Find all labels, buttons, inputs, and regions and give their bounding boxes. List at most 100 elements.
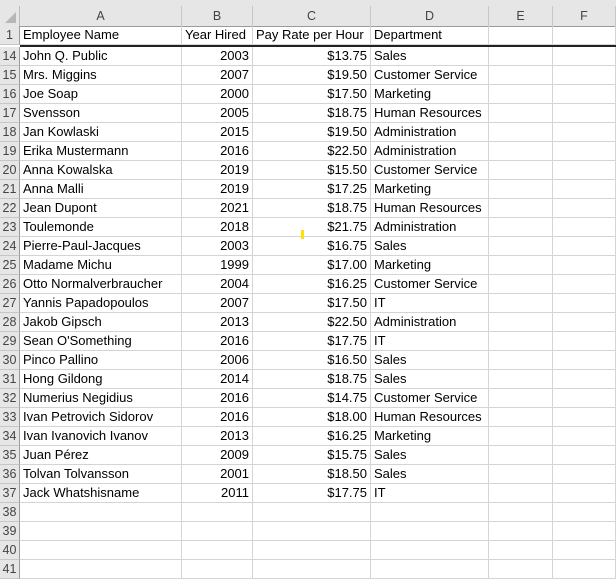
cell-b[interactable]: 2003 (182, 47, 253, 66)
cell-e[interactable] (489, 427, 553, 446)
row-header[interactable]: 39 (0, 522, 20, 541)
cell-f[interactable] (553, 522, 616, 541)
cell-f[interactable] (553, 560, 616, 579)
cell-d[interactable] (371, 541, 489, 560)
cell-e[interactable] (489, 142, 553, 161)
cell-c[interactable]: $22.50 (253, 142, 371, 161)
cell-f[interactable] (553, 66, 616, 85)
cell-d[interactable]: Sales (371, 370, 489, 389)
cell-a[interactable]: Hong Gildong (20, 370, 182, 389)
cell-e[interactable] (489, 446, 553, 465)
cell-b[interactable]: 2001 (182, 465, 253, 484)
column-header-a[interactable]: A (20, 6, 182, 26)
cell-d[interactable]: Marketing (371, 427, 489, 446)
cell-b[interactable]: 2000 (182, 85, 253, 104)
cell-f[interactable] (553, 465, 616, 484)
cell-a[interactable]: Pinco Pallino (20, 351, 182, 370)
cell-a[interactable]: Yannis Papadopoulos (20, 294, 182, 313)
cell-d[interactable] (371, 560, 489, 579)
cell-e[interactable] (489, 503, 553, 522)
cell-b[interactable]: 2016 (182, 142, 253, 161)
cell-f[interactable] (553, 85, 616, 104)
cell-e[interactable] (489, 370, 553, 389)
cell-d[interactable]: Marketing (371, 180, 489, 199)
cell-c[interactable] (253, 541, 371, 560)
cell-c[interactable]: Pay Rate per Hour (253, 26, 371, 45)
cell-d[interactable]: Customer Service (371, 161, 489, 180)
cell-d[interactable]: Human Resources (371, 408, 489, 427)
cell-c[interactable]: $18.75 (253, 199, 371, 218)
cell-c[interactable]: $18.00 (253, 408, 371, 427)
cell-c[interactable]: $15.75 (253, 446, 371, 465)
cell-e[interactable] (489, 237, 553, 256)
cell-d[interactable]: Marketing (371, 256, 489, 275)
row-header[interactable]: 41 (0, 560, 20, 579)
row-header[interactable]: 20 (0, 161, 20, 180)
cell-f[interactable] (553, 123, 616, 142)
cell-e[interactable] (489, 541, 553, 560)
cell-f[interactable] (553, 427, 616, 446)
cell-c[interactable]: $18.75 (253, 370, 371, 389)
cell-d[interactable]: IT (371, 332, 489, 351)
cell-a[interactable]: Jakob Gipsch (20, 313, 182, 332)
cell-a[interactable]: Jack Whatshisname (20, 484, 182, 503)
row-header[interactable]: 30 (0, 351, 20, 370)
cell-e[interactable] (489, 47, 553, 66)
cell-f[interactable] (553, 294, 616, 313)
row-header[interactable]: 32 (0, 389, 20, 408)
cell-e[interactable] (489, 351, 553, 370)
cell-d[interactable]: Administration (371, 313, 489, 332)
cell-b[interactable] (182, 541, 253, 560)
cell-d[interactable]: Human Resources (371, 199, 489, 218)
cell-c[interactable]: $17.00 (253, 256, 371, 275)
row-header[interactable]: 21 (0, 180, 20, 199)
cell-c[interactable]: $16.50 (253, 351, 371, 370)
cell-c[interactable]: $15.50 (253, 161, 371, 180)
cell-b[interactable]: 2007 (182, 294, 253, 313)
cell-f[interactable] (553, 104, 616, 123)
cell-d[interactable]: Customer Service (371, 389, 489, 408)
cell-a[interactable] (20, 541, 182, 560)
cell-f[interactable] (553, 47, 616, 66)
cell-b[interactable]: 2011 (182, 484, 253, 503)
cell-c[interactable] (253, 560, 371, 579)
cell-a[interactable]: Sean O'Something (20, 332, 182, 351)
cell-c[interactable]: $21.75 (253, 218, 371, 237)
cell-a[interactable]: Juan Pérez (20, 446, 182, 465)
cell-b[interactable]: Year Hired (182, 26, 253, 45)
cell-c[interactable]: $13.75 (253, 47, 371, 66)
cell-a[interactable] (20, 503, 182, 522)
cell-e[interactable] (489, 560, 553, 579)
cell-a[interactable]: John Q. Public (20, 47, 182, 66)
cell-b[interactable]: 2013 (182, 427, 253, 446)
cell-e[interactable] (489, 218, 553, 237)
cell-e[interactable] (489, 465, 553, 484)
cell-b[interactable] (182, 503, 253, 522)
column-header-e[interactable]: E (489, 6, 553, 26)
cell-e[interactable] (489, 275, 553, 294)
cell-a[interactable]: Svensson (20, 104, 182, 123)
cell-a[interactable]: Jan Kowlaski (20, 123, 182, 142)
cell-d[interactable]: Marketing (371, 85, 489, 104)
cell-e[interactable] (489, 408, 553, 427)
cell-b[interactable]: 2021 (182, 199, 253, 218)
cell-f[interactable] (553, 389, 616, 408)
cell-f[interactable] (553, 275, 616, 294)
cell-b[interactable]: 1999 (182, 256, 253, 275)
row-header[interactable]: 16 (0, 85, 20, 104)
cell-d[interactable]: Department (371, 26, 489, 45)
cell-b[interactable]: 2015 (182, 123, 253, 142)
cell-d[interactable]: Sales (371, 465, 489, 484)
cell-d[interactable]: Sales (371, 47, 489, 66)
cell-d[interactable]: IT (371, 294, 489, 313)
cell-d[interactable]: Customer Service (371, 66, 489, 85)
row-header[interactable]: 22 (0, 199, 20, 218)
cell-e[interactable] (489, 85, 553, 104)
cell-b[interactable]: 2019 (182, 180, 253, 199)
cell-d[interactable] (371, 522, 489, 541)
cell-b[interactable]: 2009 (182, 446, 253, 465)
cell-f[interactable] (553, 237, 616, 256)
cell-c[interactable]: $16.25 (253, 275, 371, 294)
cell-e[interactable] (489, 66, 553, 85)
cell-d[interactable]: Administration (371, 123, 489, 142)
